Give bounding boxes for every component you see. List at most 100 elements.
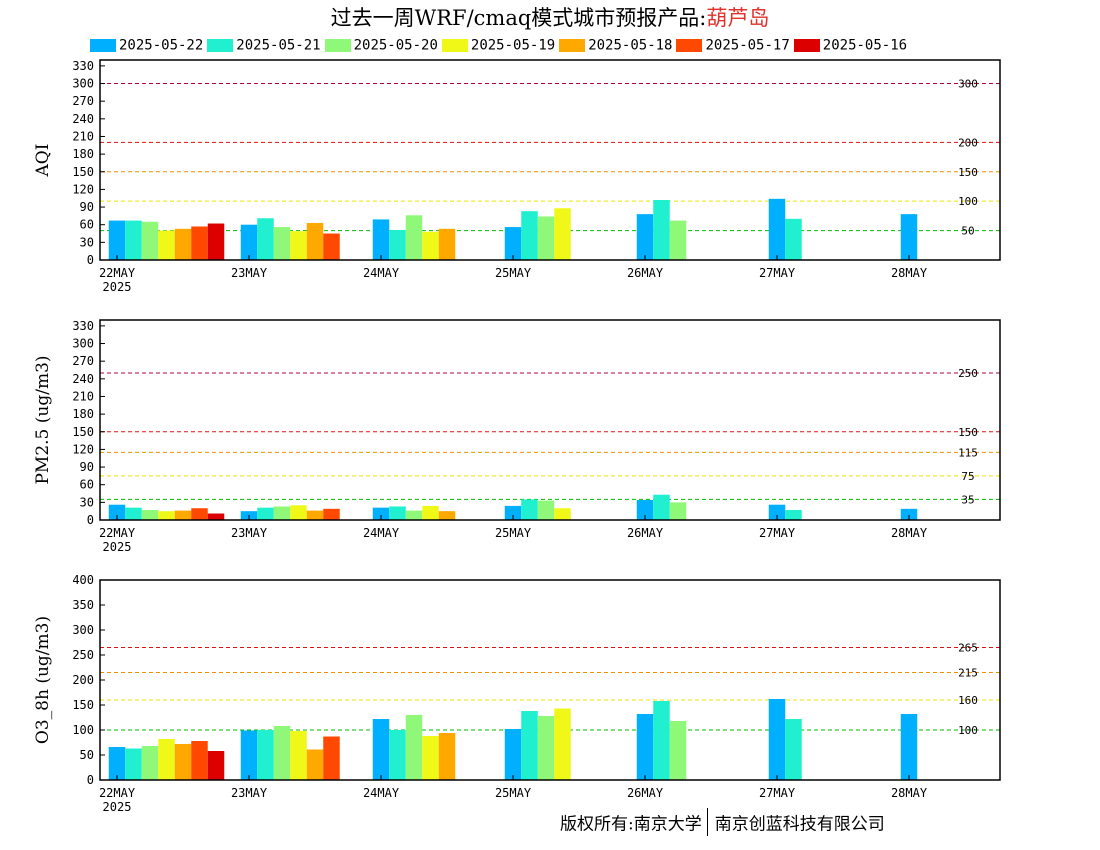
legend-item: 2025-05-22 (90, 35, 204, 54)
bar (422, 231, 439, 260)
x-tick-label: 26MAY (627, 266, 664, 280)
y-tick-label: 270 (72, 354, 94, 368)
bar (537, 716, 555, 780)
bar (207, 513, 225, 520)
bar (306, 222, 324, 260)
legend-swatch (676, 39, 703, 52)
x-tick-label: 25MAY (495, 526, 532, 540)
threshold-label: 100 (958, 724, 978, 737)
x-tick-label: 22MAY (99, 526, 136, 540)
bar (636, 500, 654, 520)
y-tick-label: 330 (72, 319, 94, 333)
legend-item: 2025-05-21 (207, 35, 321, 54)
bar (504, 227, 522, 260)
bar (191, 226, 208, 260)
bar (125, 507, 142, 520)
chart-title: 过去一周WRF/cmaq模式城市预报产品:葫芦岛 (0, 2, 1100, 32)
bar (141, 746, 159, 780)
bar (207, 223, 225, 260)
legend-item: 2025-05-18 (559, 35, 673, 54)
x-tick-label: 24MAY (363, 266, 400, 280)
copyright: 版权所有:南京大学 南京创蓝科技有限公司 (560, 808, 885, 838)
bar (768, 504, 786, 520)
y-tick-label: 200 (72, 673, 94, 687)
bar (438, 733, 456, 780)
bar (554, 708, 571, 780)
threshold-label: 115 (958, 446, 978, 459)
bar (306, 510, 324, 520)
bar (290, 731, 307, 780)
legend-swatch (324, 39, 351, 52)
legend-label: 2025-05-21 (236, 37, 321, 54)
bar (323, 736, 340, 780)
bar (653, 701, 670, 780)
x-tick-label: 28MAY (891, 526, 928, 540)
x-year-label: 2025 (103, 540, 132, 554)
bar (108, 220, 126, 260)
bar (537, 500, 555, 520)
bar (422, 505, 439, 520)
x-tick-label: 24MAY (363, 526, 400, 540)
bar (273, 726, 291, 780)
bar (174, 228, 192, 260)
bar (257, 507, 274, 520)
bar (372, 219, 390, 260)
bar (174, 510, 192, 520)
chart-panel: 265 215 160 100 0 50 100 150 200 250 300 350 400 22MA… (33, 573, 1001, 814)
bar (669, 721, 687, 780)
legend-item: 2025-05-20 (324, 35, 438, 54)
bar (108, 747, 126, 780)
y-axis-label: O3_8h (ug/m3) (33, 616, 53, 744)
legend-label: 2025-05-22 (119, 37, 204, 54)
legend-swatch (793, 39, 820, 52)
x-tick-label: 25MAY (495, 266, 532, 280)
threshold-label: 215 (958, 667, 978, 680)
bar (323, 233, 340, 260)
legend-swatch (559, 39, 586, 52)
y-tick-label: 150 (72, 165, 94, 179)
bar (405, 715, 423, 780)
threshold-label: 150 (958, 166, 978, 179)
threshold-label: 50 (961, 225, 974, 238)
threshold-label: 250 (958, 367, 978, 380)
bar (554, 208, 571, 260)
bar (323, 508, 340, 520)
bar (438, 228, 456, 260)
bar (191, 508, 208, 520)
y-tick-label: 300 (72, 337, 94, 351)
y-tick-label: 350 (72, 598, 94, 612)
y-tick-label: 300 (72, 623, 94, 637)
y-tick-label: 60 (80, 218, 94, 232)
legend-item: 2025-05-19 (441, 35, 555, 54)
y-tick-label: 0 (87, 253, 94, 267)
x-year-label: 2025 (103, 800, 132, 814)
bar (669, 502, 687, 520)
y-tick-label: 0 (87, 773, 94, 787)
y-tick-label: 90 (80, 200, 94, 214)
threshold-label: 100 (958, 195, 978, 208)
x-tick-label: 26MAY (627, 526, 664, 540)
x-tick-label: 27MAY (759, 786, 796, 800)
legend-label: 2025-05-18 (588, 37, 673, 54)
legend-label: 2025-05-20 (353, 37, 438, 54)
y-tick-label: 210 (72, 129, 94, 143)
bar (306, 749, 324, 780)
threshold-label: 160 (958, 694, 978, 707)
y-tick-label: 240 (72, 112, 94, 126)
bar (521, 711, 538, 780)
y-tick-label: 210 (72, 389, 94, 403)
bar (900, 714, 918, 780)
legend-item: 2025-05-17 (676, 35, 790, 54)
copyright-right: 南京创蓝科技有限公司 (714, 814, 885, 835)
bar (785, 719, 802, 780)
legend-swatch (441, 39, 468, 52)
legend: 2025-05-22 2025-05-21 2025-05-20 2025-05-19… (90, 35, 911, 54)
bar (669, 220, 687, 260)
y-tick-label: 120 (72, 182, 94, 196)
y-tick-label: 270 (72, 94, 94, 108)
x-tick-label: 22MAY (99, 266, 136, 280)
threshold-label: 300 (958, 78, 978, 91)
y-axis-label: PM2.5 (ug/m3) (33, 355, 53, 484)
threshold-label: 200 (958, 136, 978, 149)
